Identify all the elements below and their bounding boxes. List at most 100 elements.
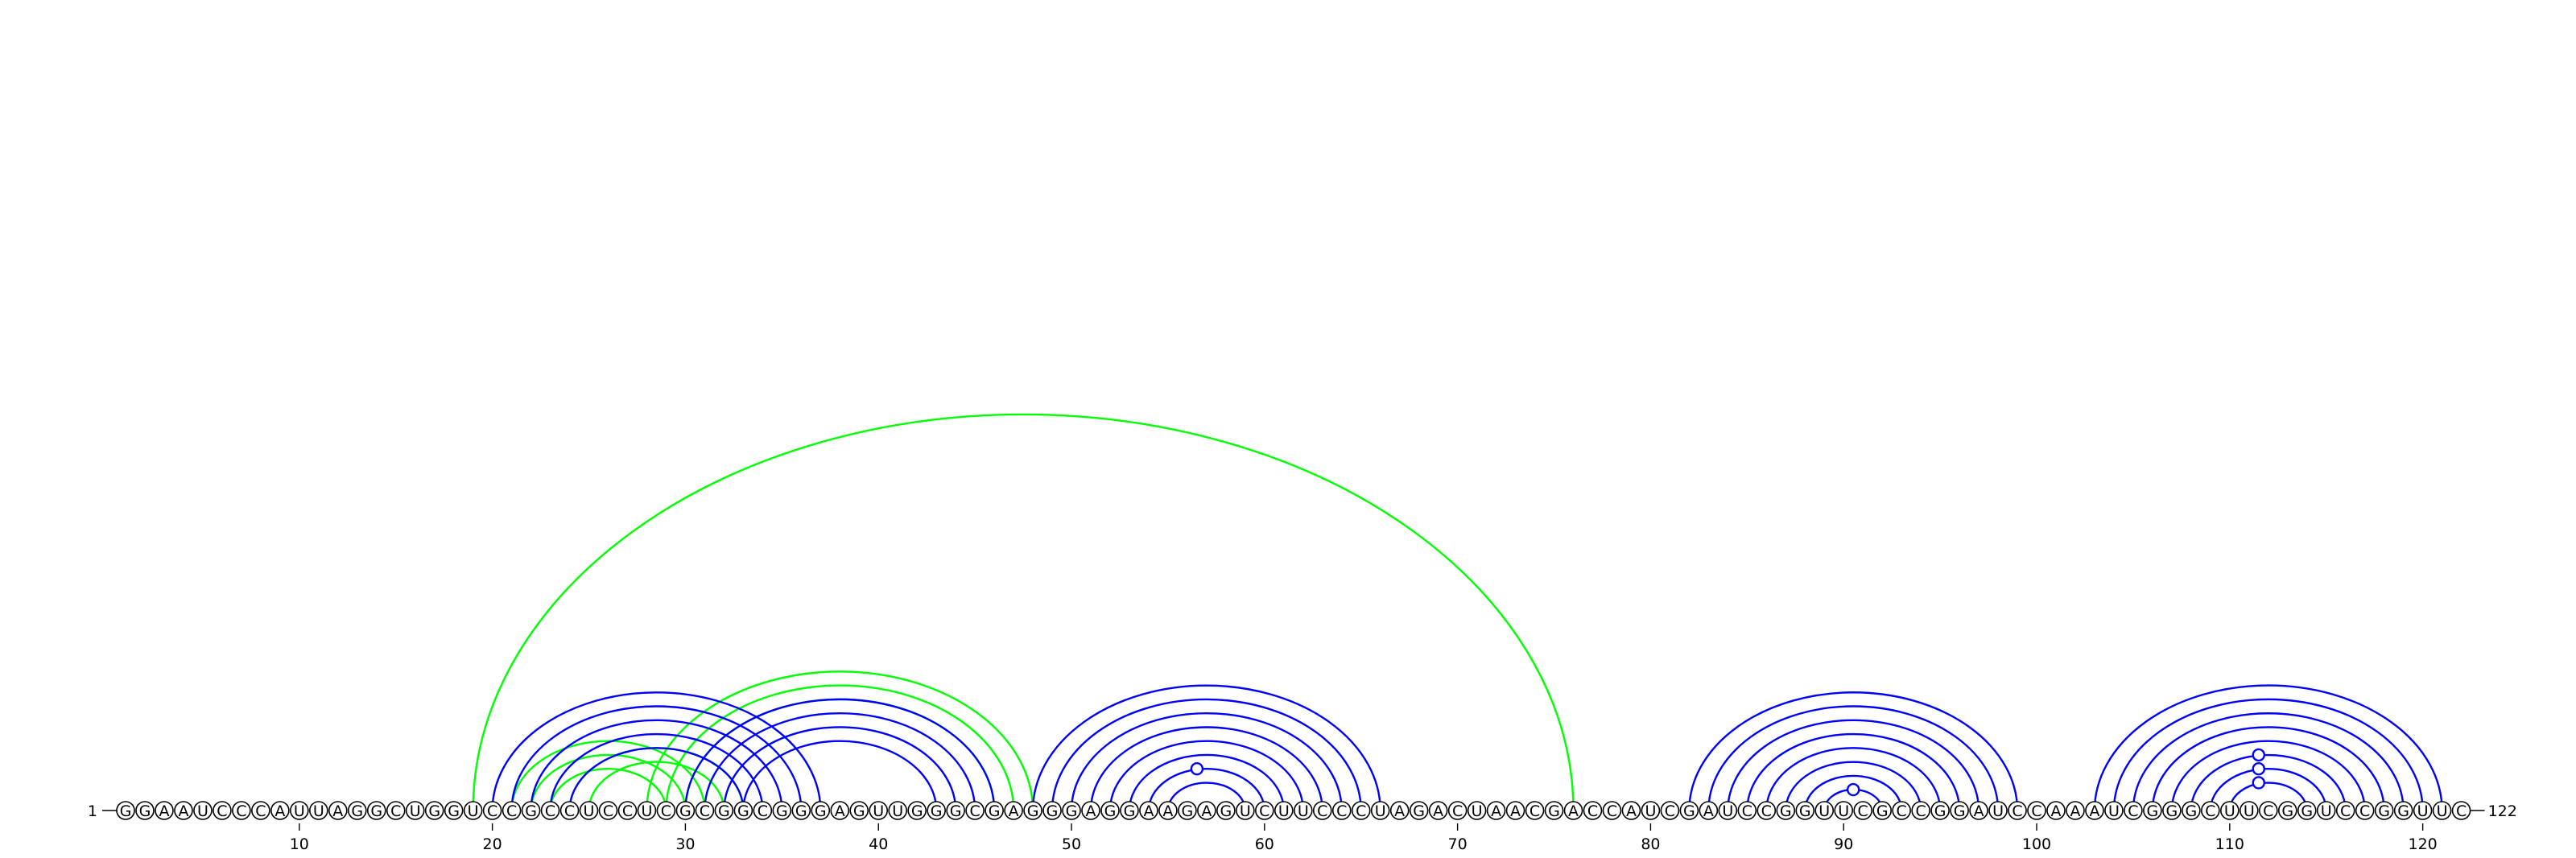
svg-text:A: A bbox=[1394, 802, 1405, 820]
svg-text:U: U bbox=[2417, 802, 2429, 820]
svg-text:U: U bbox=[468, 802, 479, 820]
nucleotide-89: U bbox=[1814, 801, 1835, 820]
svg-text:A: A bbox=[275, 802, 285, 820]
svg-text:G: G bbox=[2301, 802, 2313, 820]
svg-text:U: U bbox=[873, 802, 884, 820]
tick-label: 10 bbox=[290, 835, 309, 853]
nucleotide-27: C bbox=[617, 801, 638, 820]
nucleotide-12: A bbox=[328, 801, 348, 820]
nucleotide-36: G bbox=[791, 801, 811, 820]
svg-text:G: G bbox=[1066, 802, 1078, 820]
svg-text:G: G bbox=[1220, 802, 1232, 820]
svg-text:A: A bbox=[1143, 802, 1154, 820]
loop-marker bbox=[2252, 748, 2265, 762]
svg-text:A: A bbox=[1162, 802, 1173, 820]
svg-text:G: G bbox=[120, 802, 132, 820]
pair-arc-blue bbox=[704, 712, 976, 811]
svg-text:G: G bbox=[2397, 802, 2409, 820]
svg-text:U: U bbox=[313, 802, 324, 820]
svg-text:C: C bbox=[2340, 802, 2351, 820]
pair-arc-blue bbox=[2112, 698, 2424, 811]
loop-marker bbox=[2252, 762, 2265, 776]
svg-text:C: C bbox=[1452, 802, 1463, 820]
pair-arc-green bbox=[588, 761, 725, 811]
svg-text:C: C bbox=[1259, 802, 1269, 820]
svg-text:U: U bbox=[1992, 802, 2004, 820]
svg-text:G: G bbox=[989, 802, 1001, 820]
svg-text:G: G bbox=[1413, 802, 1425, 820]
nucleotide-3: A bbox=[155, 801, 174, 820]
nucleotide-61: U bbox=[1274, 801, 1294, 820]
nucleotide-108: G bbox=[2182, 801, 2201, 820]
nucleotide-57: A bbox=[1197, 801, 1216, 820]
svg-text:C: C bbox=[700, 802, 710, 820]
pair-arc-blue bbox=[2209, 768, 2327, 811]
nucleotide-18: G bbox=[444, 801, 464, 820]
svg-text:A: A bbox=[2051, 802, 2062, 820]
nucleotide-104: U bbox=[2104, 801, 2124, 820]
svg-text:U: U bbox=[410, 802, 421, 820]
tick-label: 30 bbox=[675, 835, 695, 853]
nucleotide-34: C bbox=[753, 801, 773, 820]
nucleotide-77: C bbox=[1583, 801, 1603, 820]
svg-text:U: U bbox=[1298, 802, 1309, 820]
svg-text:G: G bbox=[351, 802, 363, 820]
svg-text:U: U bbox=[2224, 802, 2235, 820]
nucleotide-118: G bbox=[2374, 801, 2394, 820]
nucleotide-52: G bbox=[1100, 801, 1120, 820]
svg-text:A: A bbox=[1433, 802, 1443, 820]
nucleotide-20: C bbox=[482, 801, 502, 820]
nucleotide-58: G bbox=[1216, 801, 1236, 820]
nucleotide-121: U bbox=[2432, 801, 2452, 820]
svg-text:G: G bbox=[370, 802, 382, 820]
nucleotide-14: G bbox=[366, 801, 386, 820]
svg-text:A: A bbox=[1974, 802, 1984, 820]
nucleotide-38: A bbox=[830, 801, 850, 820]
nucleotide-2: G bbox=[135, 801, 155, 820]
nucleotide-74: C bbox=[1525, 801, 1545, 820]
svg-text:C: C bbox=[1897, 802, 1907, 820]
nucleotide-22: G bbox=[521, 801, 541, 820]
nucleotide-111: U bbox=[2240, 801, 2259, 820]
arc-layer bbox=[472, 413, 2443, 811]
nucleotide-106: G bbox=[2143, 801, 2162, 820]
nucleotide-115: U bbox=[2316, 801, 2336, 820]
svg-text:G: G bbox=[2185, 802, 2197, 820]
nucleotide-95: G bbox=[1930, 801, 1950, 820]
nucleotide-71: U bbox=[1467, 801, 1487, 820]
pair-arc-blue bbox=[491, 691, 822, 811]
nucleotide-28: U bbox=[637, 801, 657, 820]
pair-arc-green bbox=[549, 768, 667, 811]
pair-arc-blue bbox=[549, 732, 764, 811]
svg-text:C: C bbox=[2456, 802, 2467, 820]
svg-text:U: U bbox=[1722, 802, 1733, 820]
pair-arc-blue bbox=[2170, 740, 2366, 811]
svg-text:C: C bbox=[758, 802, 768, 820]
nucleotide-119: G bbox=[2393, 801, 2413, 820]
svg-text:G: G bbox=[1954, 802, 1966, 820]
tick-label: 50 bbox=[1062, 835, 1081, 853]
svg-text:C: C bbox=[236, 802, 246, 820]
pair-arc-blue bbox=[2228, 782, 2308, 811]
svg-text:G: G bbox=[1027, 802, 1039, 820]
svg-text:U: U bbox=[641, 802, 652, 820]
tick-label: 60 bbox=[1255, 835, 1274, 853]
nucleotide-80: U bbox=[1641, 801, 1661, 820]
nucleotide-45: C bbox=[965, 801, 985, 820]
pair-arc-blue bbox=[723, 726, 957, 811]
svg-text:U: U bbox=[1838, 802, 1849, 820]
nucleotide-73: A bbox=[1505, 801, 1525, 820]
nucleotide-31: C bbox=[695, 801, 715, 820]
svg-text:C: C bbox=[2031, 802, 2041, 820]
svg-text:A: A bbox=[1201, 802, 1212, 820]
svg-text:U: U bbox=[1645, 802, 1656, 820]
nucleotide-94: C bbox=[1911, 801, 1930, 820]
pair-arc-blue bbox=[1070, 712, 1343, 811]
svg-text:C: C bbox=[661, 802, 671, 820]
svg-text:G: G bbox=[1548, 802, 1560, 820]
svg-text:A: A bbox=[1009, 802, 1019, 820]
nucleotide-92: G bbox=[1872, 801, 1892, 820]
svg-text:C: C bbox=[1742, 802, 1752, 820]
svg-text:C: C bbox=[390, 802, 401, 820]
